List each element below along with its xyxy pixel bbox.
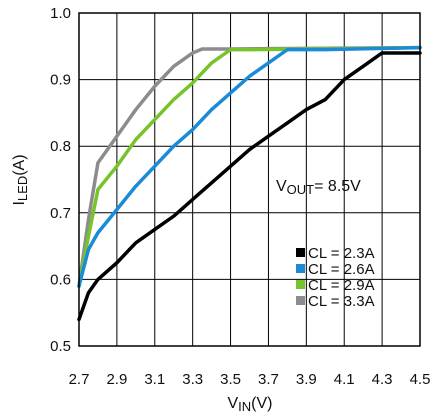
legend-swatch bbox=[296, 280, 305, 289]
vout-annotation-rest: = 8.5V bbox=[314, 178, 361, 195]
legend-label: CL = 2.6A bbox=[308, 261, 375, 278]
series-group bbox=[77, 45, 422, 322]
tick-labels: 2.7 2.9 3.1 3.3 3.5 3.7 3.9 4.1 4.3 4.5 0.5 0.6 0.7 0… bbox=[50, 5, 430, 388]
legend-label: CL = 2.3A bbox=[308, 245, 375, 262]
y-tick-label: 0.6 bbox=[50, 271, 71, 288]
legend-swatch bbox=[296, 264, 305, 273]
y-tick-label: 0.7 bbox=[50, 205, 71, 222]
x-tick-label: 3.9 bbox=[296, 371, 317, 388]
vout-annotation-main: V bbox=[276, 178, 287, 195]
x-tick-label: 4.5 bbox=[410, 371, 431, 388]
legend-swatch bbox=[296, 248, 305, 257]
x-axis-label-main: V bbox=[228, 395, 239, 412]
series-line-3 bbox=[77, 45, 422, 288]
y-tick-label: 1.0 bbox=[50, 5, 71, 22]
y-tick-label: 0.5 bbox=[50, 338, 71, 355]
vout-annotation: VOUT= 8.5V bbox=[276, 178, 361, 197]
y-tick-label: 0.9 bbox=[50, 72, 71, 89]
x-tick-label: 3.1 bbox=[144, 371, 165, 388]
plot-border bbox=[78, 12, 421, 347]
y-axis-label-main: I bbox=[11, 201, 28, 205]
y-axis-label: ILED(A) bbox=[11, 154, 30, 205]
vout-annotation-sub: OUT bbox=[287, 182, 315, 197]
x-tick-label: 2.9 bbox=[106, 371, 127, 388]
x-tick-label: 3.7 bbox=[258, 371, 279, 388]
legend-label: CL = 2.9A bbox=[308, 277, 375, 294]
series-line-2 bbox=[77, 45, 422, 288]
legend-label: CL = 3.3A bbox=[308, 293, 375, 310]
x-axis-label-unit: (V) bbox=[251, 395, 272, 412]
x-tick-label: 3.3 bbox=[182, 371, 203, 388]
grid bbox=[79, 13, 420, 346]
x-tick-label: 3.5 bbox=[220, 371, 241, 388]
series-line-4 bbox=[77, 45, 422, 288]
y-axis-label-unit: (A) bbox=[11, 154, 28, 175]
x-tick-label: 4.1 bbox=[334, 371, 355, 388]
x-tick-label: 4.3 bbox=[372, 371, 393, 388]
plot-area bbox=[79, 13, 420, 346]
y-axis-label-sub: LED bbox=[15, 176, 30, 201]
y-tick-label: 0.8 bbox=[50, 138, 71, 155]
legend-swatch bbox=[296, 296, 305, 305]
x-tick-label: 2.7 bbox=[69, 371, 90, 388]
x-axis-label: VIN(V) bbox=[228, 395, 273, 414]
x-axis-label-sub: IN bbox=[238, 399, 251, 414]
series-line-1 bbox=[77, 51, 422, 322]
